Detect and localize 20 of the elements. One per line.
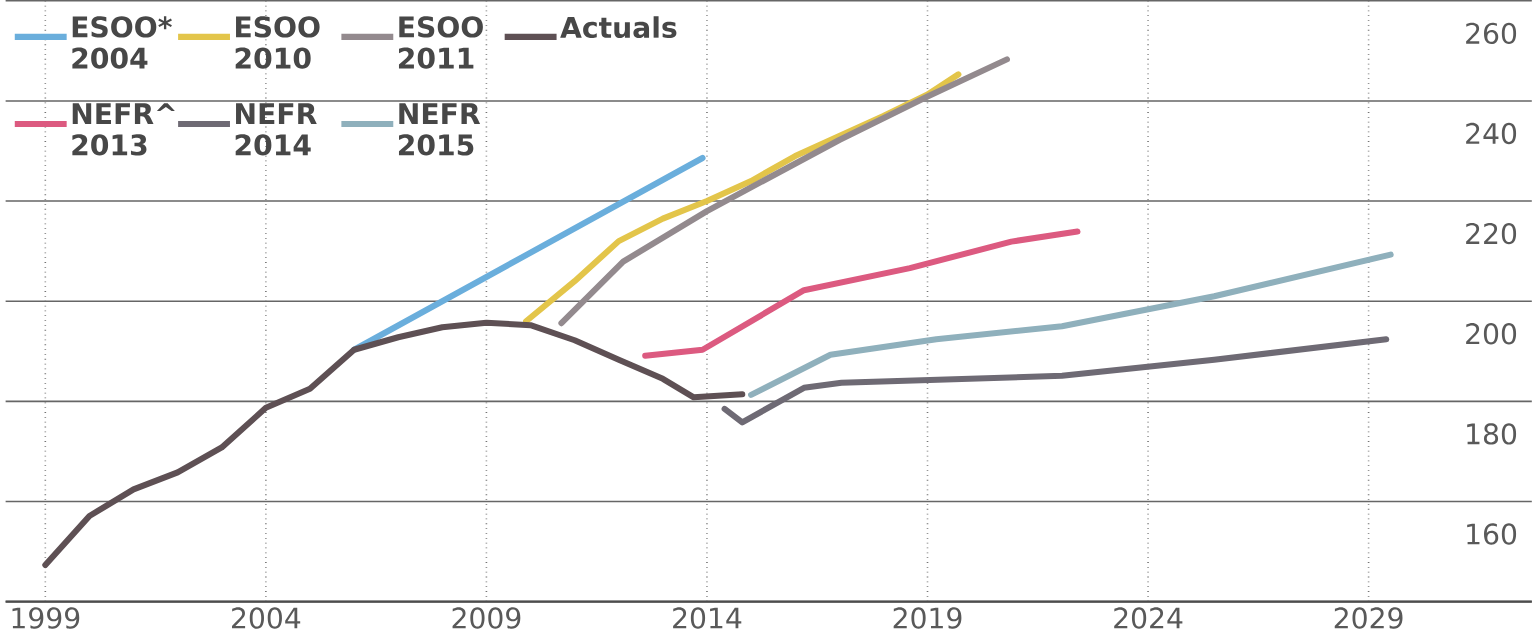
y-tick-label: 260 xyxy=(1466,22,1517,45)
x-tick-label: 2019 xyxy=(893,607,962,629)
x-tick-label: 2029 xyxy=(1334,607,1403,629)
legend-label: ESOO 2010 xyxy=(235,16,320,69)
x-tick-label: 2014 xyxy=(673,607,742,629)
x-tick-label: 2004 xyxy=(232,607,301,629)
legend-label: NEFR^ 2013 xyxy=(72,103,175,156)
legend-label: NEFR 2014 xyxy=(235,103,317,156)
x-tick-label: 2009 xyxy=(452,607,521,629)
legend-label: ESOO* 2004 xyxy=(72,16,172,69)
legend-label: ESOO 2011 xyxy=(398,16,483,69)
x-tick-label: 2024 xyxy=(1114,607,1183,629)
y-tick-label: 200 xyxy=(1466,323,1517,345)
y-tick-label: 220 xyxy=(1466,222,1517,245)
legend-label: NEFR 2015 xyxy=(398,103,481,156)
y-tick-label: 240 xyxy=(1466,122,1517,145)
y-tick-label: 180 xyxy=(1467,423,1517,445)
x-tick-label: 1999 xyxy=(12,607,80,629)
y-tick-label: 160 xyxy=(1467,523,1517,545)
legend-label: Actuals xyxy=(560,16,677,39)
